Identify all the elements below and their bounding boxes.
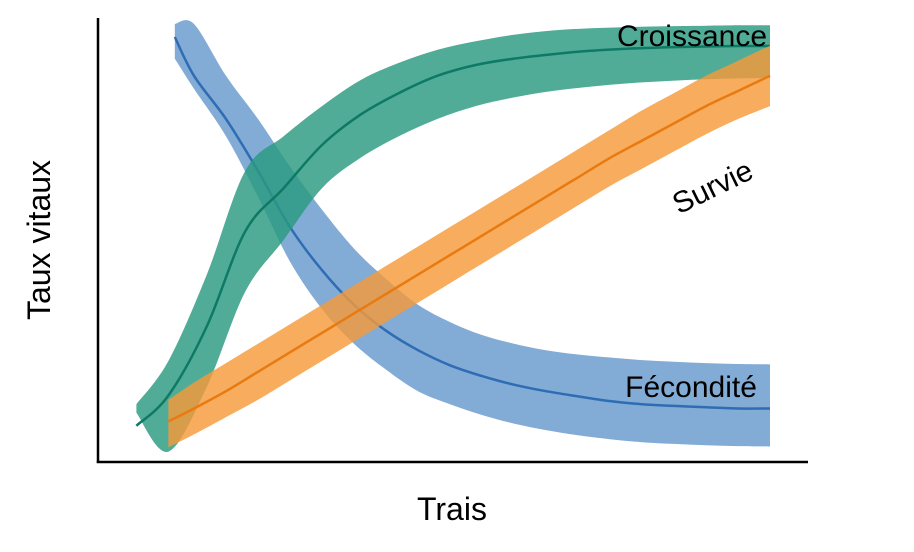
ribbon-survie xyxy=(168,45,770,448)
series-label-survie: Survie xyxy=(667,154,758,221)
y-axis-title: Taux vitaux xyxy=(21,160,57,320)
line-survie xyxy=(167,74,771,423)
plot-area xyxy=(135,20,771,453)
x-axis-title: Trais xyxy=(417,491,487,527)
ribbon-croissance xyxy=(136,25,770,453)
series-label-fecondite: Fécondité xyxy=(625,371,757,404)
line-croissance xyxy=(135,44,770,427)
series-label-croissance: Croissance xyxy=(617,20,767,53)
